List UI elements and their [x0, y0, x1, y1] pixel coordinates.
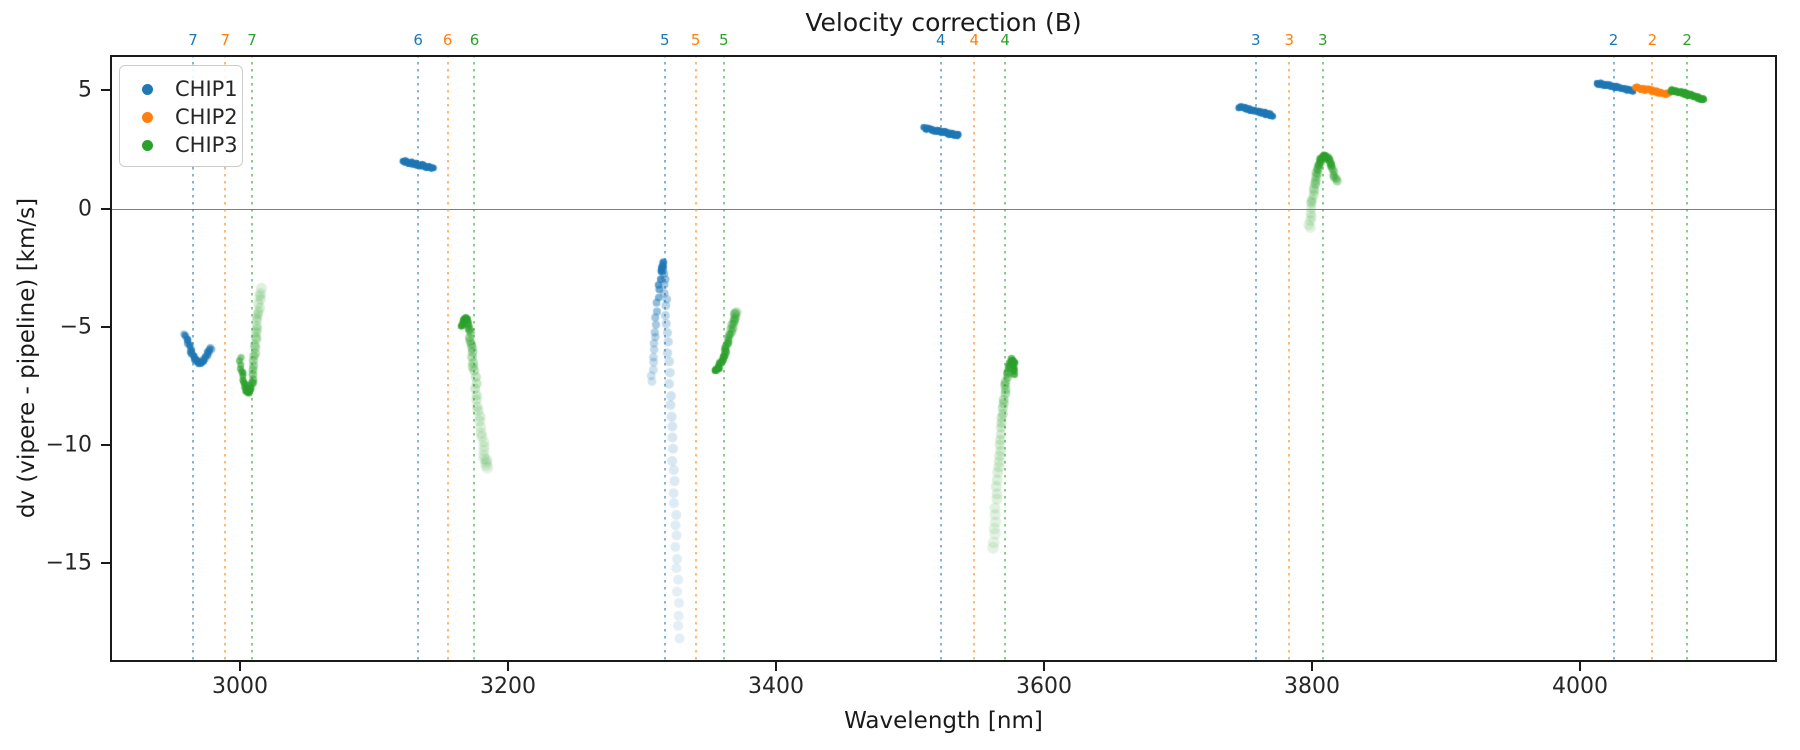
legend-item: CHIP3	[120, 131, 242, 159]
legend-item: CHIP2	[120, 103, 242, 131]
legend-item-label: CHIP1	[175, 77, 238, 101]
legend-item-label: CHIP3	[175, 133, 238, 157]
legend-marker-dot	[142, 83, 153, 95]
legend-item: CHIP1	[120, 75, 242, 103]
legend-marker-dot	[142, 111, 153, 123]
legend-marker-dot	[142, 139, 153, 151]
legend: CHIP1 CHIP2 CHIP3	[119, 65, 243, 167]
legend-item-label: CHIP2	[175, 105, 238, 129]
